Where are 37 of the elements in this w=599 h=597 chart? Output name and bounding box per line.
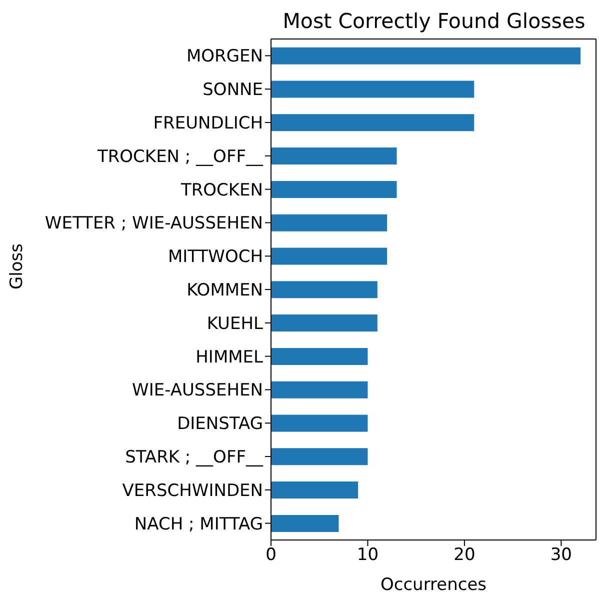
y-tick-label: MITTWOCH	[168, 247, 263, 268]
x-tick-label: 10	[356, 545, 379, 566]
bar	[271, 514, 339, 532]
bar	[271, 348, 368, 365]
bar	[271, 482, 358, 499]
y-axis-title: Gloss	[7, 243, 28, 290]
y-tick-label: KOMMEN	[186, 280, 263, 301]
bar	[271, 314, 378, 332]
x-tick-label: 20	[454, 545, 476, 566]
bar	[271, 381, 368, 398]
bar	[271, 148, 397, 165]
y-tick-label: VERSCHWINDEN	[122, 480, 263, 501]
bar	[271, 281, 378, 298]
chart-title: Most Correctly Found Glosses	[282, 9, 586, 33]
bar	[271, 214, 388, 232]
y-tick-label: TROCKEN	[180, 180, 263, 200]
y-tick-label: DIENSTAG	[177, 414, 263, 434]
bar	[271, 47, 581, 64]
bar	[271, 414, 368, 432]
x-tick-label: 30	[550, 545, 572, 566]
x-tick-label: 0	[266, 545, 276, 566]
bar	[271, 448, 368, 466]
y-tick-label: MORGEN	[186, 46, 263, 67]
x-axis-title: Occurrences	[380, 575, 487, 595]
bar	[271, 80, 474, 98]
y-tick-label: FREUNDLICH	[153, 114, 263, 134]
y-tick-label: HIMMEL	[196, 347, 264, 368]
bar	[271, 114, 474, 132]
y-tick-label: TROCKEN ; __OFF__	[96, 146, 264, 167]
y-tick-label: STARK ; __OFF__	[125, 448, 264, 468]
bar	[271, 248, 388, 265]
bar	[271, 180, 397, 198]
y-tick-label: WIE-AUSSEHEN	[132, 380, 263, 401]
y-tick-label: WETTER ; WIE-AUSSEHEN	[44, 214, 263, 234]
y-tick-label: KUEHL	[206, 314, 264, 334]
y-tick-label: NACH ; MITTAG	[134, 514, 263, 534]
y-tick-label: SONNE	[202, 80, 263, 100]
